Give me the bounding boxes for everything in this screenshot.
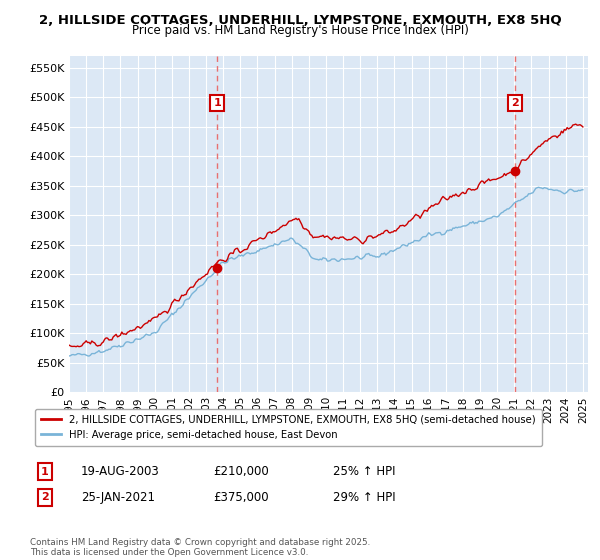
Text: Price paid vs. HM Land Registry's House Price Index (HPI): Price paid vs. HM Land Registry's House … xyxy=(131,24,469,37)
Text: 1: 1 xyxy=(213,98,221,108)
Text: 29% ↑ HPI: 29% ↑ HPI xyxy=(333,491,395,504)
Text: 1: 1 xyxy=(41,466,49,477)
Text: Contains HM Land Registry data © Crown copyright and database right 2025.
This d: Contains HM Land Registry data © Crown c… xyxy=(30,538,370,557)
Text: 2: 2 xyxy=(41,492,49,502)
Text: £375,000: £375,000 xyxy=(213,491,269,504)
Text: 19-AUG-2003: 19-AUG-2003 xyxy=(81,465,160,478)
Text: 25% ↑ HPI: 25% ↑ HPI xyxy=(333,465,395,478)
Text: 25-JAN-2021: 25-JAN-2021 xyxy=(81,491,155,504)
Legend: 2, HILLSIDE COTTAGES, UNDERHILL, LYMPSTONE, EXMOUTH, EX8 5HQ (semi-detached hous: 2, HILLSIDE COTTAGES, UNDERHILL, LYMPSTO… xyxy=(35,408,542,446)
Text: 2, HILLSIDE COTTAGES, UNDERHILL, LYMPSTONE, EXMOUTH, EX8 5HQ: 2, HILLSIDE COTTAGES, UNDERHILL, LYMPSTO… xyxy=(38,14,562,27)
Text: £210,000: £210,000 xyxy=(213,465,269,478)
Text: 2: 2 xyxy=(511,98,519,108)
